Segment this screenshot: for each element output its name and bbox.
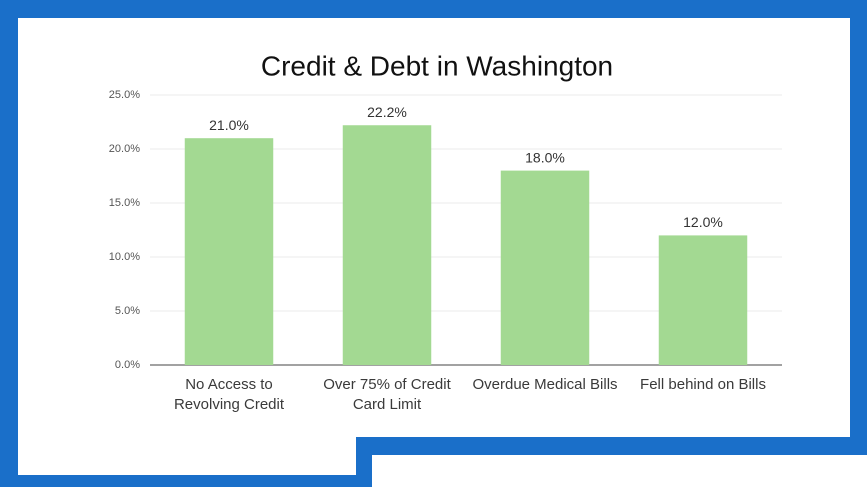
value-label: 18.0%	[525, 149, 565, 165]
x-tick-label: Over 75% of Credit Card Limit	[323, 376, 451, 413]
x-tick-label: No Access to Revolving Credit	[173, 376, 285, 413]
y-tick-label: 10.0%	[109, 251, 140, 263]
x-tick-label: Fell behind on Bills	[640, 376, 766, 393]
y-tick-label: 15.0%	[109, 197, 140, 209]
value-label: 22.2%	[367, 104, 407, 120]
value-label: 21.0%	[209, 117, 249, 133]
bar	[342, 125, 432, 366]
bar	[658, 235, 748, 365]
y-tick-label: 25.0%	[109, 89, 140, 101]
x-tick-label: Overdue Medical Bills	[472, 376, 618, 393]
y-tick-label: 20.0%	[109, 143, 140, 155]
chart-title: Credit & Debt in Washington	[261, 50, 613, 81]
bar	[184, 138, 274, 365]
y-tick-label: 0.0%	[115, 359, 140, 371]
value-label: 12.0%	[683, 214, 723, 230]
panel-corner	[372, 455, 867, 487]
bar	[500, 170, 590, 365]
y-tick-label: 5.0%	[115, 305, 140, 317]
